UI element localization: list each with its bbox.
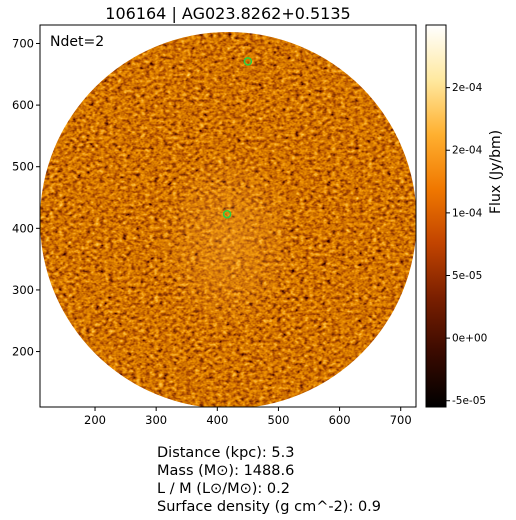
y-axis: 200 300 400 500 600 700	[12, 36, 40, 359]
detection-count: Ndet=2	[50, 34, 105, 50]
mass-text: Mass (M⊙): 1488.6	[157, 463, 295, 479]
detection-marker	[222, 209, 232, 219]
colorbar-tick-label: 5e-05	[452, 270, 482, 282]
emission-glow	[158, 150, 299, 331]
y-tick-label: 600	[12, 98, 34, 112]
x-tick-label: 400	[206, 413, 228, 427]
x-tick-label: 300	[145, 413, 167, 427]
source-info: Distance (kpc): 5.3 Mass (M⊙): 1488.6 L …	[157, 444, 381, 516]
y-tick-label: 300	[12, 283, 34, 297]
colorbar-tick-label: 2e-04	[452, 82, 483, 94]
colorbar-tick-label: -5e-05	[452, 395, 486, 407]
lm-text: L / M (L⊙/M⊙): 0.2	[157, 481, 290, 497]
y-tick-label: 700	[12, 36, 34, 50]
y-tick-label: 400	[12, 221, 34, 235]
distance-text: Distance (kpc): 5.3	[157, 445, 295, 461]
colorbar-label: Flux (Jy/bm)	[488, 129, 504, 214]
x-tick-label: 500	[267, 413, 289, 427]
colorbar-tick-label: 0e+00	[452, 333, 487, 345]
colorbar-ticks: -5e-05 0e+00 5e-05 1e-04 2e-04 2e-04	[446, 82, 487, 407]
detection-marker	[243, 57, 253, 66]
y-tick-label: 500	[12, 160, 34, 174]
x-tick-label: 700	[390, 413, 412, 427]
colorbar-tick-label: 1e-04	[452, 207, 483, 219]
y-tick-label: 200	[12, 345, 34, 359]
x-tick-label: 200	[84, 413, 106, 427]
x-axis: 200 300 400 500 600 700	[84, 407, 412, 427]
detection-markers	[222, 57, 253, 219]
axes-frame	[39, 24, 417, 408]
surface-density-text: Surface density (g cm^-2): 0.9	[157, 499, 382, 515]
x-tick-label: 600	[329, 413, 351, 427]
plot-title: 106164 | AG023.8262+0.5135	[105, 4, 351, 23]
image-panel	[40, 32, 416, 407]
colorbar	[425, 24, 447, 408]
colorbar-tick-label: 2e-04	[452, 145, 483, 157]
